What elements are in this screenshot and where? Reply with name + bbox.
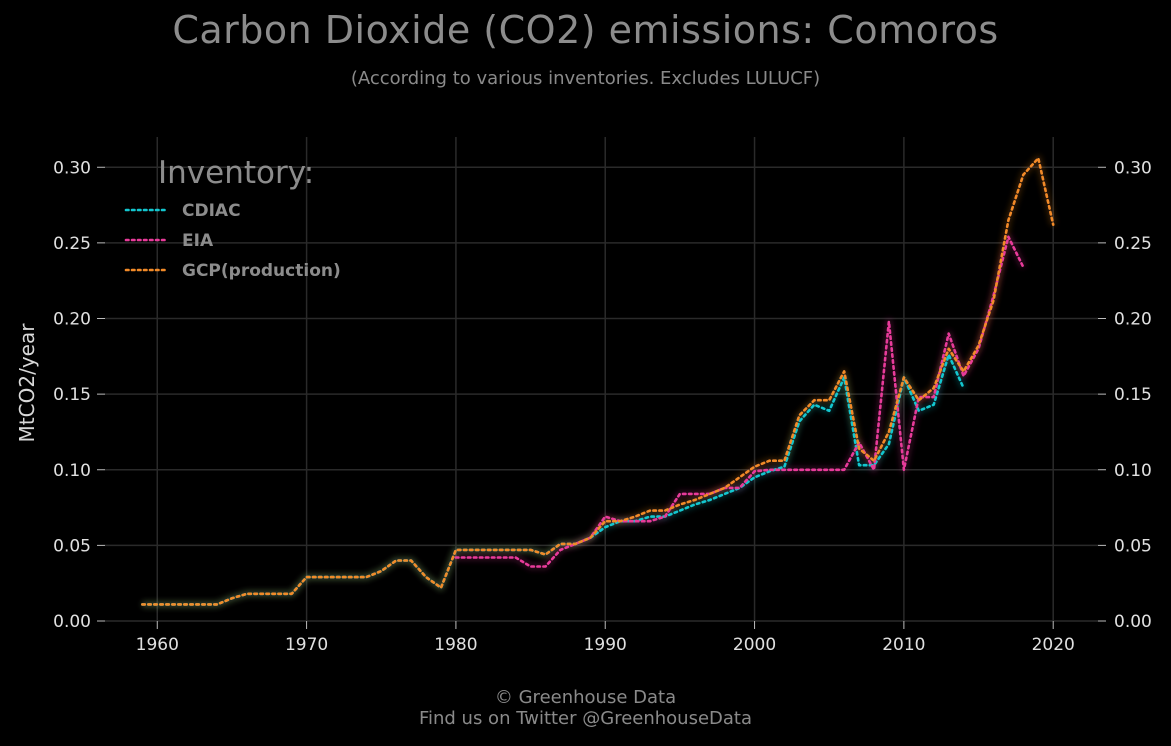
x-tick-label: 2000	[733, 635, 776, 655]
footer-credit: © Greenhouse Data	[494, 687, 677, 708]
series-line-gcp(production)	[141, 156, 1055, 606]
series-lines	[141, 155, 1057, 608]
y-tick-label: 0.30	[53, 158, 91, 178]
y-axis-label: MtCO2/year	[15, 323, 39, 443]
chart-title: Carbon Dioxide (CO2) emissions: Comoros	[172, 8, 999, 52]
chart-subtitle: (According to various inventories. Exclu…	[350, 68, 821, 89]
y-tick-label: 0.05	[53, 536, 91, 556]
legend-label: GCP(production)	[182, 261, 341, 281]
legend-title: Inventory:	[158, 155, 314, 191]
x-tick-label: 2020	[1032, 635, 1075, 655]
x-tick-label: 1970	[285, 635, 328, 655]
y-tick-label-right: 0.10	[1114, 461, 1152, 481]
series-glow-gcp(production)	[142, 155, 1057, 608]
series-glow-cdiac	[142, 351, 967, 608]
y-tick-label-right: 0.15	[1114, 385, 1152, 405]
y-tick-label: 0.15	[53, 385, 91, 405]
y-tick-label: 0.25	[53, 234, 91, 254]
y-tick-label: 0.20	[53, 310, 91, 330]
y-tick-label: 0.00	[53, 612, 91, 632]
x-tick-label: 2010	[882, 635, 925, 655]
y-tick-label-right: 0.25	[1114, 234, 1152, 254]
y-tick-label: 0.10	[53, 461, 91, 481]
series-glow-eia	[455, 233, 1026, 570]
grid	[105, 137, 1098, 622]
axes: 0.00 0.00 0.05 0.05 0.10 0.10 0.15 0.15 0.20 0.20…	[53, 158, 1152, 655]
footer-twitter: Find us on Twitter @GreenhouseData	[418, 708, 753, 729]
y-tick-label-right: 0.30	[1114, 158, 1152, 178]
legend-label: EIA	[182, 231, 214, 251]
y-tick-label-right: 0.00	[1114, 612, 1152, 632]
y-tick-label-right: 0.20	[1114, 310, 1152, 330]
series-line-eia	[454, 235, 1025, 568]
x-tick-label: 1960	[136, 635, 179, 655]
legend: Inventory: CDIAC EIA GCP(production)	[124, 155, 341, 281]
x-tick-label: 1990	[584, 635, 627, 655]
y-tick-label-right: 0.05	[1114, 536, 1152, 556]
x-tick-label: 1980	[434, 635, 477, 655]
legend-label: CDIAC	[182, 201, 241, 221]
